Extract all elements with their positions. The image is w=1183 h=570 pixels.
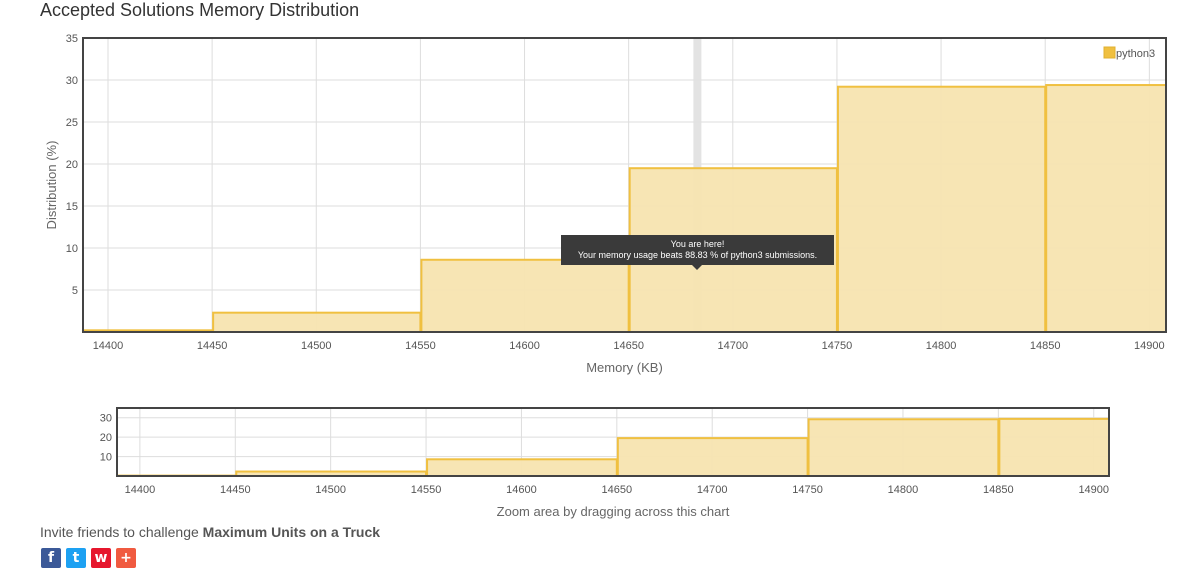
tooltip: You are here! Your memory usage beats 88… (561, 235, 834, 270)
x-tick-label: 14900 (1134, 340, 1165, 352)
y-tick-label: 30 (66, 75, 78, 87)
x-tick-label: 14600 (506, 484, 537, 496)
x-tick-label: 14650 (602, 484, 633, 496)
twitter-icon[interactable]: t (66, 548, 86, 568)
zoom-chart[interactable]: 14400 14450 14500 14550 14600 14650 14700 14750… (0, 395, 1183, 535)
x-tick-label: 14900 (1078, 484, 1109, 496)
histogram-bar (998, 417, 1110, 477)
weibo-icon[interactable]: w (91, 548, 111, 568)
facebook-icon[interactable]: f (41, 548, 61, 568)
histogram-bar (420, 258, 630, 334)
histogram-bar (426, 458, 618, 477)
main-chart[interactable]: 14400 14450 14500 14550 14600 14650 14700 14750… (0, 0, 1183, 385)
x-tick-label: 14500 (301, 340, 332, 352)
x-tick-label: 14400 (93, 340, 124, 352)
x-tick-label: 14550 (405, 340, 436, 352)
x-tick-label: 14600 (509, 340, 540, 352)
share-buttons: f t w + (41, 548, 136, 568)
y-axis-label: Distribution (%) (44, 141, 59, 230)
x-tick-label: 14700 (718, 340, 749, 352)
y-tick-label: 25 (66, 117, 78, 129)
x-tick-label: 14450 (197, 340, 228, 352)
x-tick-label: 14800 (926, 340, 957, 352)
x-tick-label: 14800 (888, 484, 919, 496)
histogram-bar (807, 418, 1000, 478)
histogram-bar (836, 85, 1047, 333)
y-tick-label: 30 (100, 413, 112, 425)
y-tick-label: 20 (100, 432, 112, 444)
invite-prefix: Invite friends to challenge (40, 524, 203, 540)
histogram-bar (1045, 84, 1168, 334)
x-tick-label: 14850 (983, 484, 1014, 496)
tooltip-line2: Your memory usage beats 88.83 % of pytho… (577, 250, 818, 260)
histogram-bar (616, 437, 809, 477)
x-tick-label: 14700 (697, 484, 728, 496)
legend-swatch (1103, 46, 1116, 59)
invite-problem[interactable]: Maximum Units on a Truck (202, 524, 381, 540)
x-tick-label: 14650 (613, 340, 644, 352)
invite-text: Invite friends to challenge Maximum Unit… (40, 524, 380, 540)
y-tick-label: 10 (66, 243, 78, 255)
x-axis-label: Zoom area by dragging across this chart (497, 504, 730, 519)
histogram-bar (212, 311, 422, 333)
x-axis-label: Memory (KB) (586, 360, 663, 375)
x-tick-label: 14750 (822, 340, 853, 352)
y-tick-label: 10 (100, 452, 112, 464)
x-tick-label: 14400 (125, 484, 156, 496)
plot-frame (82, 37, 1167, 333)
y-tick-label: 35 (66, 33, 78, 45)
y-tick-label: 20 (66, 159, 78, 171)
x-tick-label: 14750 (792, 484, 823, 496)
x-tick-label: 14450 (220, 484, 251, 496)
plus-icon[interactable]: + (116, 548, 136, 568)
x-tick-label: 14500 (315, 484, 346, 496)
plot-frame (116, 407, 1110, 477)
y-tick-label: 5 (72, 285, 78, 297)
x-tick-label: 14850 (1030, 340, 1061, 352)
legend-label: python3 (1116, 48, 1155, 60)
y-tick-label: 15 (66, 201, 78, 213)
x-tick-label: 14550 (411, 484, 442, 496)
tooltip-line1: You are here! (670, 239, 725, 249)
page-title: Accepted Solutions Memory Distribution (40, 0, 360, 20)
